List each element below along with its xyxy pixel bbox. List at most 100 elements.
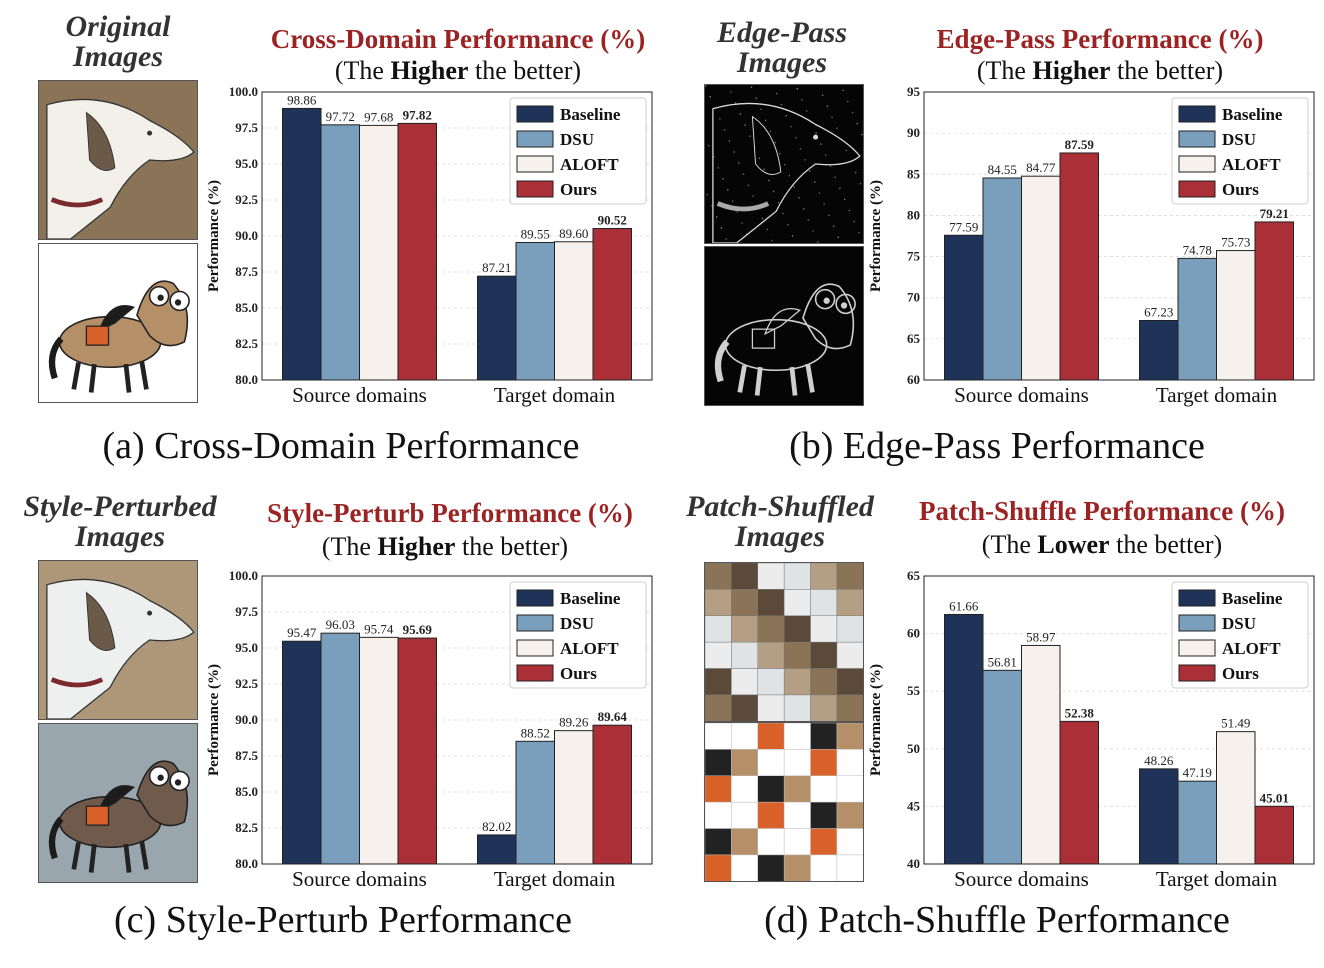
data-label: 82.02	[482, 819, 511, 834]
data-label: 87.59	[1065, 137, 1095, 152]
bar-baseline-source	[282, 107, 322, 381]
subtitle-bold: Higher	[377, 532, 456, 561]
thumbnail-dog	[38, 80, 198, 240]
legend-label: Baseline	[1222, 589, 1283, 608]
data-label: 61.66	[949, 598, 979, 613]
y-tick-label: 40	[907, 856, 920, 871]
legend-label: ALOFT	[560, 155, 619, 174]
data-label: 52.38	[1065, 705, 1095, 720]
data-label: 45.01	[1260, 790, 1289, 805]
subtitle-bold: Lower	[1037, 530, 1110, 559]
bar-baseline-target	[1139, 768, 1179, 865]
y-tick-label: 65	[907, 331, 921, 346]
bar-aloft-target	[554, 241, 594, 381]
thumbnail-dog	[704, 84, 864, 244]
thumbnail-horse	[38, 243, 198, 403]
y-tick-label: 80	[907, 207, 920, 222]
chart-title: Style-Perturb Performance (%)	[267, 498, 633, 528]
legend-label: Baseline	[560, 105, 621, 124]
legend-swatch-dsu	[516, 614, 554, 632]
bar-aloft-source	[359, 636, 399, 865]
subtitle-post: the better)	[1110, 56, 1224, 85]
data-label: 84.55	[988, 162, 1017, 177]
image-title: Patch-Shuffled Images	[680, 492, 880, 552]
data-label: 84.77	[1026, 160, 1056, 175]
legend-label: DSU	[1222, 614, 1256, 633]
data-label: 67.23	[1144, 305, 1173, 320]
data-label: 48.26	[1144, 753, 1174, 768]
bar-ours-target	[592, 724, 632, 865]
y-tick-label: 90.0	[235, 712, 258, 727]
bar-chart: 40 45 50 55 60 65 Performance (%) 61.66 56.81 58.…	[868, 568, 1315, 891]
chart-subtitle: (The Higher the better)	[870, 56, 1324, 86]
legend-label: Ours	[1222, 664, 1259, 683]
bar-ours-target	[1254, 805, 1294, 865]
legend	[509, 581, 647, 689]
bar-dsu-target	[1177, 780, 1217, 865]
image-title-line-2: Images	[737, 46, 827, 79]
bar-baseline-source	[944, 613, 984, 865]
bar-chart: 80.0 82.5 85.0 87.5 90.0 92.5 95.0 97.5 100.0 Per…	[206, 84, 653, 407]
legend	[1171, 97, 1309, 205]
y-tick-label: 95	[907, 84, 921, 99]
chart-subtitle: (The Higher the better)	[228, 56, 688, 86]
y-tick-label: 85	[907, 166, 921, 181]
y-axis-label: Performance (%)	[868, 664, 884, 776]
image-title-line-2: Images	[735, 520, 825, 553]
chart-subtitle: (The Higher the better)	[215, 532, 675, 562]
y-tick-label: 60	[907, 372, 920, 387]
panel-d: Patch-Shuffled Images Patch-Shuffle Perf…	[662, 484, 1324, 968]
panel-c: Style-Perturbed Images Style-Perturb Per…	[0, 484, 662, 968]
data-label: 97.72	[326, 109, 355, 124]
chart-title: Patch-Shuffle Performance (%)	[919, 496, 1285, 526]
figure-caption: (c) Style-Perturb Performance	[114, 899, 572, 941]
data-label: 90.52	[598, 213, 627, 228]
bar-aloft-target	[554, 730, 594, 865]
bar-dsu-target	[1177, 257, 1217, 381]
subtitle-post: the better)	[468, 56, 582, 85]
legend	[1171, 581, 1309, 689]
subtitle-pre: (The	[976, 56, 1033, 85]
chart-title: Cross-Domain Performance (%)	[270, 24, 646, 54]
y-tick-label: 70	[907, 290, 920, 305]
y-tick-label: 45	[907, 798, 921, 813]
x-tick-label: Target domain	[494, 867, 616, 891]
data-label: 74.78	[1183, 242, 1212, 257]
data-label: 97.68	[364, 109, 393, 124]
panel-a: Original Images Cross-Domain Performance…	[0, 0, 662, 484]
y-tick-label: 82.5	[235, 820, 258, 835]
bar-aloft-source	[359, 124, 399, 381]
y-tick-label: 65	[907, 568, 921, 583]
legend	[509, 97, 647, 205]
plot-frame	[261, 91, 653, 381]
y-tick-label: 85.0	[235, 784, 258, 799]
y-tick-label: 95.0	[235, 640, 258, 655]
bar-dsu-target	[515, 241, 555, 381]
data-label: 95.74	[364, 621, 394, 636]
y-tick-label: 90.0	[235, 228, 258, 243]
y-tick-label: 92.5	[235, 676, 258, 691]
bar-aloft-target	[1216, 731, 1256, 865]
legend-label: Baseline	[1222, 105, 1283, 124]
bar-chart: 60 65 70 75 80 85 90 95 Performance (%) 77.59 84.5…	[868, 84, 1315, 407]
y-tick-label: 92.5	[235, 192, 258, 207]
figure-caption: (a) Cross-Domain Performance	[102, 425, 580, 467]
legend-swatch-baseline	[1178, 589, 1216, 607]
y-axis-label: Performance (%)	[868, 180, 884, 292]
bar-dsu-source	[982, 177, 1022, 381]
y-tick-label: 80.0	[235, 372, 258, 387]
data-label: 89.64	[598, 709, 628, 724]
y-tick-label: 82.5	[235, 336, 258, 351]
bar-ours-source	[1059, 720, 1099, 865]
legend-label: ALOFT	[1222, 155, 1281, 174]
y-axis-label: Performance (%)	[206, 664, 222, 776]
bar-baseline-source	[944, 234, 984, 381]
legend-swatch-ours	[516, 664, 554, 682]
bar-aloft-source	[1021, 175, 1061, 381]
subtitle-post: the better)	[1109, 530, 1223, 559]
bar-ours-source	[397, 122, 437, 381]
y-tick-label: 87.5	[235, 264, 258, 279]
image-title-line-1: Original	[65, 10, 171, 43]
bar-dsu-source	[982, 669, 1022, 865]
subtitle-post: the better)	[455, 532, 569, 561]
